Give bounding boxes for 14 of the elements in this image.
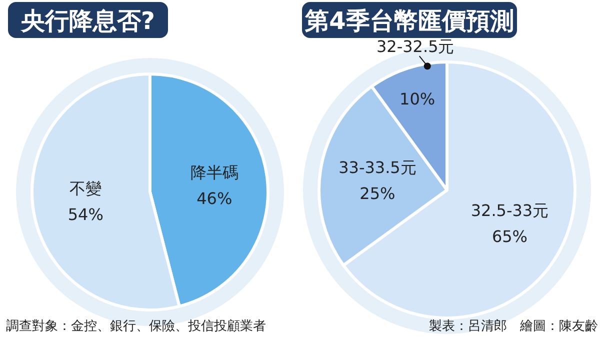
data-label: 25% [360,184,396,203]
text: 製表：呂清郎 繪圖：陳友齡 [429,318,598,334]
data-label: 46% [196,188,232,208]
slice-label: 降半碼 [190,162,238,182]
slice-label: 33-33.5元 [338,158,416,177]
slice-label: 32.5-33元 [470,200,549,220]
slice-label: 不變 [70,179,102,198]
chart-title: 央行降息否? [20,7,155,35]
data-label: 65% [492,226,528,246]
text: 調查對象：金控、銀行、保險、投信投顧業者 [6,319,266,334]
chart-title: 第4季台幣匯價預測 [304,7,514,35]
data-label: 54% [68,205,104,224]
data-label: 10% [400,90,436,109]
slice-label: 32-32.5元 [376,37,454,56]
